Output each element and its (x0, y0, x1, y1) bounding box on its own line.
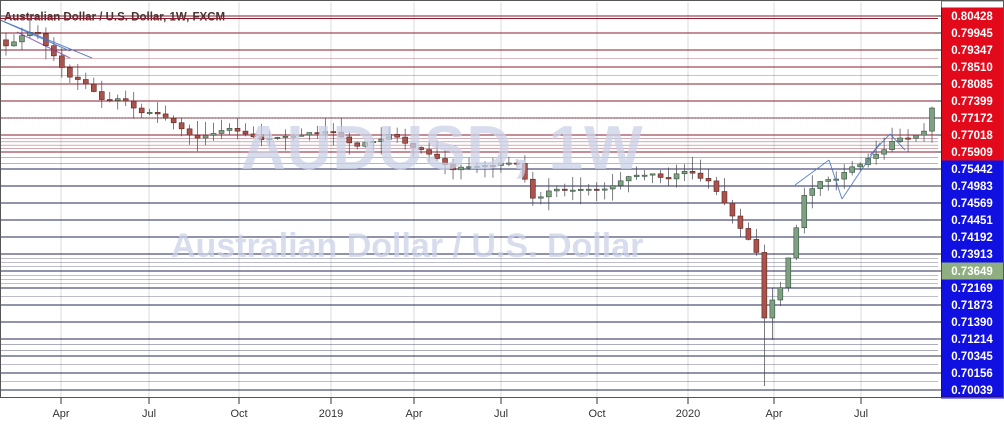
svg-text:0.77399: 0.77399 (951, 96, 993, 108)
svg-text:0.79347: 0.79347 (951, 45, 993, 57)
svg-text:0.73649: 0.73649 (951, 266, 993, 278)
svg-text:0.71873: 0.71873 (951, 300, 993, 312)
svg-text:0.77018: 0.77018 (951, 130, 993, 142)
svg-text:0.71390: 0.71390 (951, 317, 993, 329)
svg-text:Apr: Apr (405, 408, 422, 420)
svg-text:2020: 2020 (676, 408, 700, 420)
svg-text:0.79945: 0.79945 (951, 28, 993, 40)
svg-text:Oct: Oct (230, 408, 247, 420)
svg-text:0.75909: 0.75909 (951, 147, 993, 159)
svg-text:0.70039: 0.70039 (951, 385, 993, 397)
svg-text:0.78510: 0.78510 (951, 62, 993, 74)
svg-text:Australian Dollar / U.S. Dolla: Australian Dollar / U.S. Dollar, 1W, FXC… (4, 12, 225, 24)
svg-text:Jul: Jul (854, 408, 868, 420)
svg-text:0.70156: 0.70156 (951, 368, 993, 380)
svg-text:0.75442: 0.75442 (951, 164, 993, 176)
svg-text:0.74451: 0.74451 (951, 215, 993, 227)
svg-text:Jul: Jul (494, 408, 508, 420)
svg-text:Oct: Oct (588, 408, 605, 420)
svg-text:0.78085: 0.78085 (951, 79, 993, 91)
svg-text:0.74983: 0.74983 (951, 181, 993, 193)
svg-text:Apr: Apr (52, 408, 69, 420)
svg-text:0.70345: 0.70345 (951, 351, 993, 363)
svg-text:0.71214: 0.71214 (951, 334, 993, 346)
svg-text:0.73913: 0.73913 (951, 249, 993, 261)
svg-text:0.74569: 0.74569 (951, 198, 993, 210)
svg-text:2019: 2019 (319, 408, 343, 420)
svg-text:0.72169: 0.72169 (951, 283, 993, 295)
svg-text:0.77172: 0.77172 (951, 113, 993, 125)
svg-text:Jul: Jul (142, 408, 156, 420)
svg-text:0.74192: 0.74192 (951, 232, 993, 244)
svg-text:0.80428: 0.80428 (951, 11, 993, 23)
svg-text:Apr: Apr (765, 408, 782, 420)
